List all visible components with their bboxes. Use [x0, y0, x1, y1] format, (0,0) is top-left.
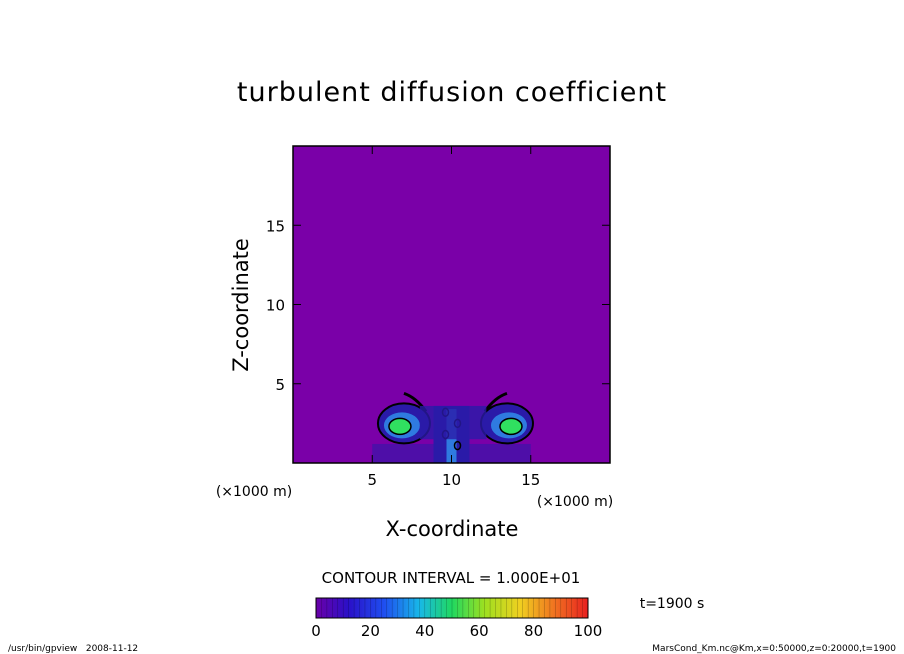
vortex-core — [388, 417, 412, 436]
y-axis-label: Z-coordinate — [229, 238, 253, 372]
colorbar-tick-label: 80 — [524, 622, 543, 640]
y-tick-label: 5 — [275, 376, 285, 394]
x-tick-label: 10 — [442, 471, 461, 489]
axis-ticks: 5 10 15 5 10 15 — [266, 146, 610, 489]
colorbar-tick-label: 40 — [415, 622, 434, 640]
x-tick-label: 5 — [367, 471, 377, 489]
contour-interval: CONTOUR INTERVAL = 1.000E+01 — [322, 569, 581, 587]
colorbar-tick-label: 20 — [361, 622, 380, 640]
x-tick-label: 15 — [521, 471, 540, 489]
y-tick-label: 10 — [266, 297, 285, 315]
colorbar-ticks: 0 20 40 60 80 100 — [311, 598, 602, 640]
footer-right: MarsCond_Km.nc@Km,x=0:50000,z=0:20000,t=… — [652, 644, 896, 654]
vortex-arm — [483, 391, 508, 413]
x-axis-label: X-coordinate — [386, 517, 519, 541]
y-tick-label: 15 — [266, 217, 285, 235]
turbulence-features — [372, 391, 534, 463]
chart-title: turbulent diffusion coefficient — [237, 77, 667, 108]
right-vortex — [479, 391, 534, 445]
plume-contour — [453, 440, 462, 451]
colorbar-tick-label: 60 — [470, 622, 489, 640]
colorbar-tick-label: 100 — [574, 622, 603, 640]
vortex-core — [499, 417, 523, 436]
time-label: t=1900 s — [640, 596, 705, 612]
y-axis-unit: (×1000 m) — [216, 484, 292, 500]
colorbar-tick-label: 0 — [311, 622, 321, 640]
x-axis-unit: (×1000 m) — [537, 494, 613, 510]
colorbar — [315, 597, 589, 619]
footer-left: /usr/bin/gpview 2008-11-12 — [8, 644, 138, 654]
mixing-band — [419, 405, 487, 440]
plot-area — [293, 146, 610, 463]
